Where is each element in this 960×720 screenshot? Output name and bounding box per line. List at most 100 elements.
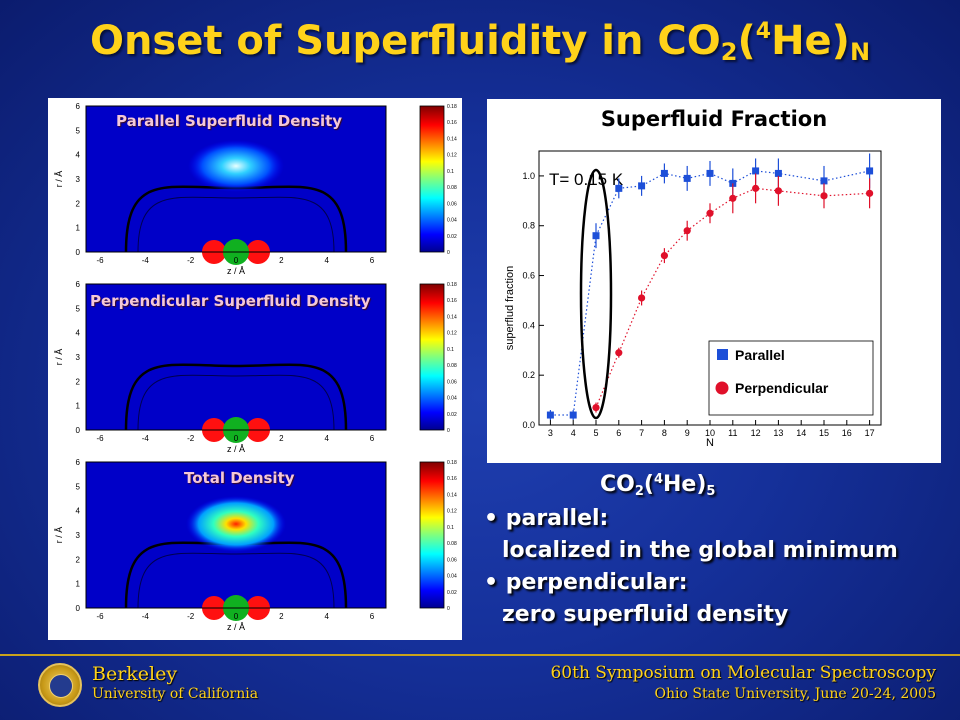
density-map-0: 0 1 2 3 4 5 6 -6 -4 -2 0 2 4 6 z / Å r / Å 0 0.02 0.04 0.06…	[54, 102, 457, 276]
density-map-1: 0 1 2 3 4 5 6 -6 -4 -2 0 2 4 6 z / Å r / Å 0 0.02 0.04 0.06…	[54, 280, 457, 454]
y-tick-label: 2	[76, 199, 81, 208]
parallel-point	[638, 182, 646, 190]
colorbar-tick-label: 0.04	[447, 218, 457, 224]
x-tick-label: -4	[142, 434, 150, 443]
x-tick-label: 4	[324, 434, 329, 443]
x-tick-label: 6	[370, 612, 375, 621]
density-maps: 0 1 2 3 4 5 6 -6 -4 -2 0 2 4 6 z / Å r / Å 0 0.02 0.04 0.06…	[54, 102, 457, 632]
y-tick-label: 2	[76, 555, 81, 564]
map-frame	[85, 461, 387, 609]
y-axis-label: superflud fraction	[504, 266, 516, 350]
x-tick-label: -6	[96, 612, 104, 621]
parallel-point	[706, 169, 714, 177]
parallel-point	[774, 169, 782, 177]
density-maps-panel: 0 1 2 3 4 5 6 -6 -4 -2 0 2 4 6 z / Å r / Å 0 0.02 0.04 0.06…	[48, 98, 462, 640]
colorbar-tick-label: 0.04	[447, 574, 457, 580]
perpendicular-point	[683, 227, 691, 235]
density-shell	[124, 363, 348, 431]
colorbar-tick-label: 0	[447, 250, 450, 256]
density-shell-inner	[137, 552, 335, 609]
colorbar-tick-label: 0.02	[447, 234, 457, 240]
chart-plot: 3 4 5 6 7 8 9 10 11 12 13 14 15 16 17 0.0 0.2 0.4 0.6 0.8 1.…	[504, 150, 882, 449]
x-tick-label: 12	[751, 428, 761, 438]
x-tick-label: 13	[773, 428, 783, 438]
x-tick-label: 2	[279, 434, 284, 443]
y-tick-label: 6	[76, 458, 81, 467]
y-tick-label: 4	[76, 151, 81, 160]
perpendicular-point	[866, 189, 874, 197]
y-tick-label: 0	[76, 248, 81, 257]
parallel-point	[820, 177, 828, 185]
colorbar-tick-label: 0.02	[447, 590, 457, 596]
y-tick-label: 2	[76, 377, 81, 386]
parallel-point	[683, 174, 691, 182]
x-axis-label: z / Å	[227, 622, 245, 632]
total-density-peak	[186, 496, 286, 552]
parallel-point	[569, 411, 577, 419]
findings-list: • parallel: localized in the global mini…	[484, 503, 898, 631]
y-tick-label: 1	[76, 402, 81, 411]
x-axis-label: z / Å	[227, 444, 245, 454]
x-tick-label: -2	[187, 612, 195, 621]
y-tick-label: 1	[76, 224, 81, 233]
x-tick-label: 15	[819, 428, 829, 438]
colorbar-tick-label: 0.14	[447, 136, 457, 142]
perpendicular-density-title: Perpendicular Superfluid Density	[90, 292, 371, 310]
density-map-2: 0 1 2 3 4 5 6 -6 -4 -2 0 2 4 6 z / Å r / Å 0 0.02 0.04 0.06…	[54, 458, 457, 632]
colorbar-tick-label: 0.06	[447, 379, 457, 385]
map-frame	[85, 105, 387, 253]
y-axis-label: r / Å	[54, 171, 64, 188]
colorbar-tick-label: 0.14	[447, 492, 457, 498]
x-tick-label: 5	[593, 428, 598, 438]
y-tick-label: 1.0	[522, 171, 535, 181]
legend-box	[708, 340, 874, 416]
colorbar-tick-label: 0.1	[447, 525, 454, 531]
x-tick-label: 9	[685, 428, 690, 438]
x-tick-label: 10	[705, 428, 715, 438]
parallel-point	[592, 232, 600, 240]
bullet-perpendicular-detail: zero superfluid density	[502, 602, 789, 627]
colorbar-tick-label: 0.06	[447, 557, 457, 563]
y-tick-label: 5	[76, 304, 81, 313]
colorbar-tick-label: 0.08	[447, 185, 457, 191]
perpendicular-point	[729, 194, 737, 202]
y-tick-label: 0.6	[522, 271, 535, 281]
colorbar-tick-label: 0.04	[447, 396, 457, 402]
bullet-parallel-detail: localized in the global minimum	[502, 538, 898, 563]
perpendicular-point	[752, 184, 760, 192]
parallel-point	[866, 167, 874, 175]
density-shell-inner	[137, 374, 335, 431]
footer-conference: 60th Symposium on Molecular Spectroscopy	[550, 663, 936, 683]
legend-parallel-marker	[717, 349, 728, 360]
x-tick-label: 4	[324, 256, 329, 265]
parallel-point	[546, 411, 554, 419]
x-tick-label: 0	[234, 256, 239, 265]
colorbar	[419, 461, 445, 609]
colorbar-tick-label: 0.02	[447, 412, 457, 418]
x-tick-label: 7	[639, 428, 644, 438]
x-tick-label: 4	[571, 428, 576, 438]
parallel-density-title: Parallel Superfluid Density	[116, 112, 343, 130]
x-tick-label: 2	[279, 256, 284, 265]
y-tick-label: 3	[76, 175, 81, 184]
colorbar-tick-label: 0.14	[447, 314, 457, 320]
x-tick-label: 11	[728, 428, 737, 438]
x-tick-label: -6	[96, 434, 104, 443]
x-tick-label: -4	[142, 612, 150, 621]
parallel-point	[660, 169, 668, 177]
x-tick-label: -2	[187, 256, 195, 265]
y-axis-label: r / Å	[54, 349, 64, 366]
y-tick-label: 0.4	[522, 320, 535, 330]
x-tick-label: 4	[324, 612, 329, 621]
parallel-density-peak	[188, 140, 284, 192]
colorbar-tick-label: 0.08	[447, 541, 457, 547]
y-tick-label: 5	[76, 482, 81, 491]
x-tick-label: -4	[142, 256, 150, 265]
colorbar-tick-label: 0.12	[447, 509, 457, 515]
y-tick-label: 4	[76, 507, 81, 516]
x-tick-label: 2	[279, 612, 284, 621]
colorbar-tick-label: 0	[447, 428, 450, 434]
x-tick-label: 0	[234, 612, 239, 621]
footer-venue-date: Ohio State University, June 20-24, 2005	[654, 686, 936, 702]
x-tick-label: 8	[662, 428, 667, 438]
